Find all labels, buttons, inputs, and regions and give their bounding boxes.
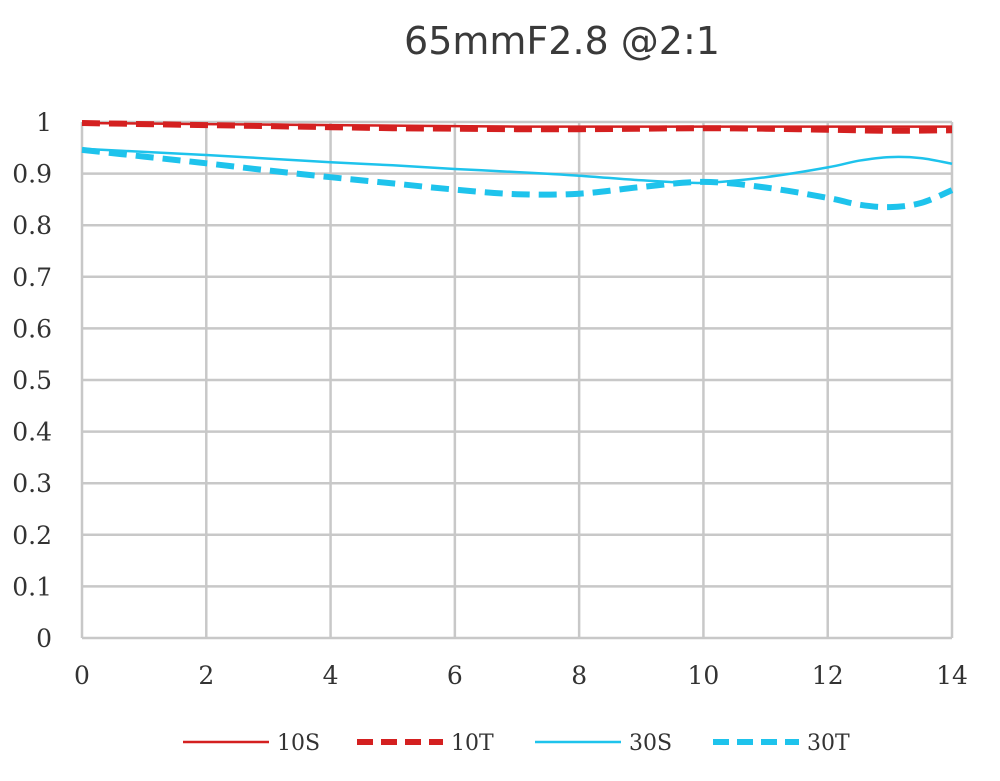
y-tick-label: 0.6 [12,314,52,343]
x-tick-label: 0 [74,661,90,690]
y-tick-label: 0.7 [12,263,52,292]
legend-label-10t: 10T [451,731,494,756]
legend: 10S 10T 30S 30T [183,731,850,756]
x-tick-label: 6 [447,661,463,690]
x-tick-label: 4 [323,661,339,690]
y-tick-label: 0.8 [12,211,52,240]
series-lines [81,120,954,211]
y-tick-label: 0.2 [12,521,52,550]
tick-labels: 00.10.20.30.40.50.60.70.80.910 2 4 6 8 10 12 14 [12,108,968,690]
grid [80,120,954,640]
y-tick-label: 0.4 [12,418,52,447]
legend-label-30t: 30T [807,731,850,756]
series-line-30t [81,146,954,211]
y-tick-label: 1 [36,108,52,137]
x-tick-label: 2 [198,661,214,690]
y-tick-label: 0.3 [12,469,52,498]
y-tick-label: 0 [36,624,52,653]
legend-label-10s: 10S [277,731,320,756]
y-tick-label: 0.9 [12,160,52,189]
series-line-30s [81,147,953,185]
y-tick-label: 0.1 [12,572,52,601]
x-tick-label: 12 [812,661,844,690]
chart-title: 65mmF2.8 @2:1 [404,19,720,63]
x-tick-label: 14 [936,661,968,690]
x-tick-label: 10 [688,661,720,690]
series-line-10s [81,121,952,128]
legend-label-30s: 30S [629,731,672,756]
y-tick-label: 0.5 [12,366,52,395]
x-tick-label: 8 [571,661,587,690]
series-line-10t [81,120,953,134]
